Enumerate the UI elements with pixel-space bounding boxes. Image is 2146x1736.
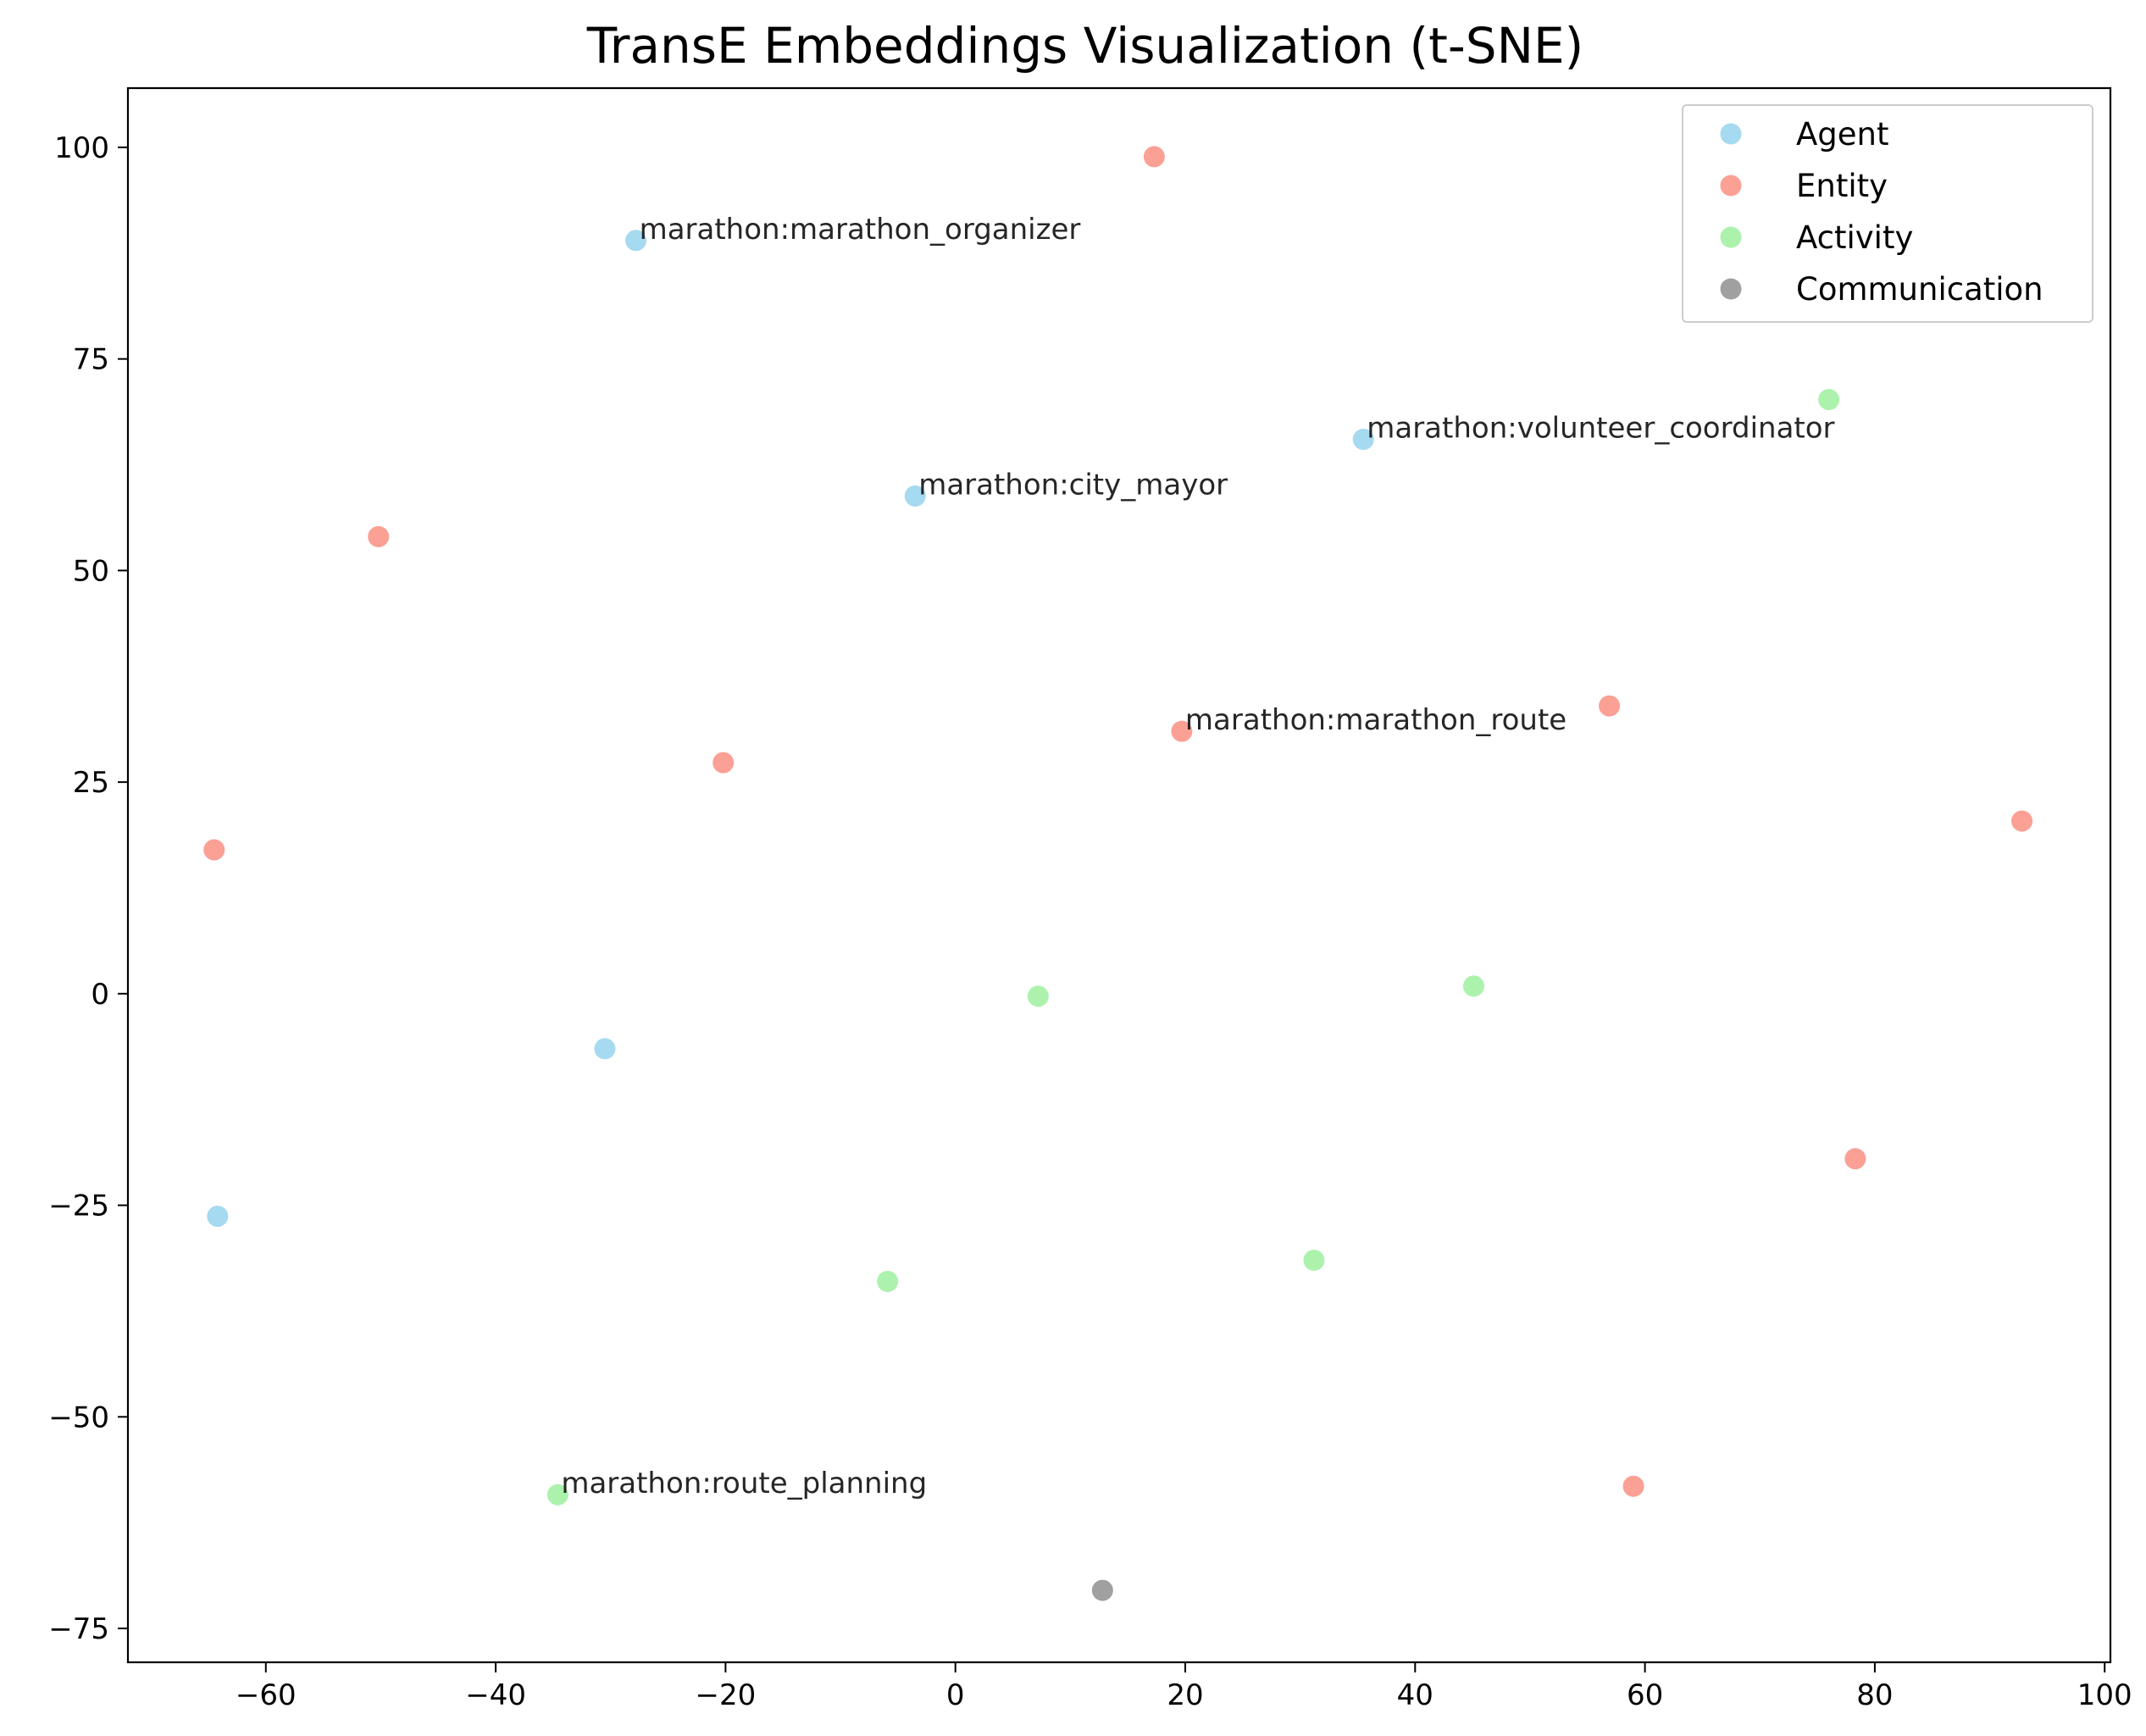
data-point bbox=[546, 1484, 568, 1506]
data-point bbox=[877, 1270, 899, 1292]
data-point bbox=[207, 1206, 229, 1228]
y-tick-label: 0 bbox=[91, 978, 109, 1012]
data-point bbox=[1818, 389, 1840, 411]
data-point bbox=[1303, 1250, 1325, 1272]
series-communication bbox=[1091, 1579, 1113, 1601]
point-annotation: marathon:volunteer_coordinator bbox=[1367, 412, 1834, 446]
series-activity: marathon:route_planning bbox=[546, 389, 1840, 1506]
y-tick-label: 100 bbox=[54, 131, 109, 165]
legend-label: Activity bbox=[1796, 219, 1913, 256]
series-agent: marathon:marathon_organizer marathon:city… bbox=[207, 213, 1835, 1228]
y-tick-label: 50 bbox=[73, 554, 109, 588]
legend-label: Agent bbox=[1796, 116, 1889, 153]
x-tick-label: 100 bbox=[2077, 1678, 2132, 1712]
x-tick-label: 40 bbox=[1397, 1678, 1433, 1712]
x-tick-label: 20 bbox=[1167, 1678, 1203, 1712]
y-tick-label: 75 bbox=[73, 343, 109, 377]
plot-area: −60 −40 −20 0 20 40 60 80 100 −75 −50 −25 0 25 50 75 100… bbox=[48, 86, 2132, 1712]
y-tick-label: −25 bbox=[48, 1190, 109, 1223]
y-tick-label: 25 bbox=[73, 766, 109, 800]
legend-marker bbox=[1720, 123, 1742, 145]
legend-marker bbox=[1720, 226, 1742, 248]
x-tick-label: 60 bbox=[1627, 1678, 1663, 1712]
data-point bbox=[1844, 1148, 1866, 1170]
data-point bbox=[904, 485, 926, 507]
y-tick-label: −75 bbox=[48, 1612, 109, 1646]
axes-frame bbox=[126, 86, 2112, 1664]
legend-marker bbox=[1720, 278, 1742, 300]
x-tick-label: −40 bbox=[465, 1678, 526, 1712]
data-point bbox=[713, 752, 735, 774]
x-tick-label: 80 bbox=[1856, 1678, 1893, 1712]
legend-label: Communication bbox=[1796, 271, 2043, 308]
data-point bbox=[1143, 146, 1165, 168]
point-annotation: marathon:route_planning bbox=[561, 1467, 927, 1500]
data-point bbox=[1599, 695, 1621, 717]
legend: Agent Entity Activity Communication bbox=[1682, 104, 2093, 323]
data-point bbox=[594, 1038, 616, 1060]
point-annotation: marathon:marathon_route bbox=[1185, 703, 1567, 737]
data-point bbox=[1091, 1579, 1113, 1601]
data-point bbox=[368, 525, 390, 547]
x-tick-label: −60 bbox=[236, 1678, 297, 1712]
data-point bbox=[625, 230, 647, 252]
point-annotation: marathon:marathon_organizer bbox=[640, 213, 1081, 247]
data-point bbox=[2011, 810, 2033, 832]
x-tick-label: 0 bbox=[946, 1678, 965, 1712]
chart-title: TransE Embeddings Visualization (t-SNE) bbox=[586, 17, 1584, 75]
data-point bbox=[1352, 429, 1374, 451]
series-entity: marathon:marathon_route bbox=[203, 146, 2033, 1497]
data-point bbox=[1462, 975, 1484, 997]
data-point bbox=[1027, 985, 1049, 1007]
legend-label: Entity bbox=[1796, 168, 1888, 204]
legend-box bbox=[1682, 104, 2093, 323]
data-point bbox=[1171, 720, 1193, 742]
data-point bbox=[1622, 1475, 1644, 1497]
x-tick-label: −20 bbox=[696, 1678, 757, 1712]
y-tick-label: −50 bbox=[48, 1400, 109, 1434]
data-point bbox=[203, 839, 225, 861]
point-annotation: marathon:city_mayor bbox=[918, 468, 1228, 502]
legend-marker bbox=[1720, 175, 1742, 197]
